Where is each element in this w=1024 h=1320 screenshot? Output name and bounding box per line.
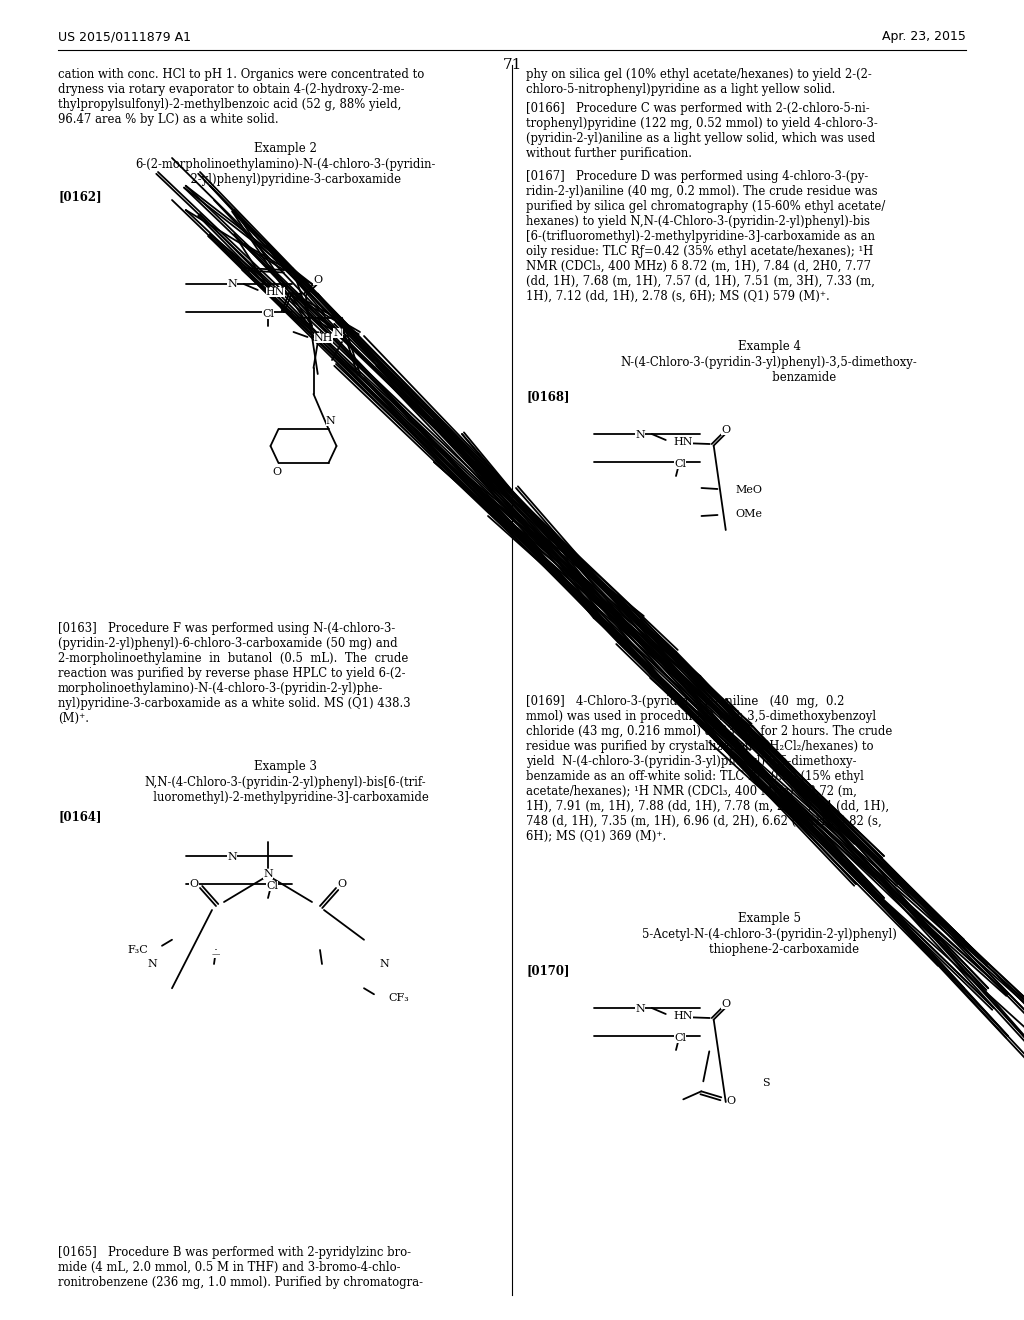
Text: N: N [147,960,157,969]
Text: [0168]: [0168] [526,389,569,403]
Text: O: O [313,275,323,285]
Text: Cl: Cl [262,309,274,319]
Text: S: S [763,1077,770,1088]
Text: N: N [635,1005,645,1014]
Text: O: O [727,1097,736,1106]
Text: HN: HN [674,437,693,447]
Text: OMe: OMe [735,510,763,519]
Text: N: N [326,416,336,426]
Text: O: O [189,879,199,888]
Text: N,N-(4-Chloro-3-(pyridin-2-yl)phenyl)-bis[6-(trif-
   luoromethyl)-2-methylpyrid: N,N-(4-Chloro-3-(pyridin-2-yl)phenyl)-bi… [141,776,428,804]
Text: [0163]   Procedure F was performed using N-(4-chloro-3-
(pyridin-2-yl)phenyl)-6-: [0163] Procedure F was performed using N… [58,622,411,725]
Text: [0170]: [0170] [526,964,569,977]
Text: N-(4-Chloro-3-(pyridin-3-yl)phenyl)-3,5-dimethoxy-
                   benzamide: N-(4-Chloro-3-(pyridin-3-yl)phenyl)-3,5-… [621,356,918,384]
Text: NH: NH [313,333,333,343]
Text: Cl: Cl [674,459,686,469]
Text: [0169]   4-Chloro-3-(pyridin-2-yl)aniline   (40  mg,  0.2
mmol) was used in proc: [0169] 4-Chloro-3-(pyridin-2-yl)aniline … [526,696,892,843]
Text: [0164]: [0164] [58,810,101,822]
Text: Example 4: Example 4 [737,341,801,352]
Text: US 2015/0111879 A1: US 2015/0111879 A1 [58,30,191,44]
Text: O: O [721,999,730,1008]
Text: O: O [338,879,346,888]
Text: Cl: Cl [266,880,278,891]
Text: Cl: Cl [674,1034,686,1043]
Text: [0167]   Procedure D was performed using 4-chloro-3-(py-
ridin-2-yl)aniline (40 : [0167] Procedure D was performed using 4… [526,170,886,304]
Text: —: — [212,950,220,958]
Text: Apr. 23, 2015: Apr. 23, 2015 [882,30,966,44]
Text: MeO: MeO [735,484,763,495]
Text: N: N [227,279,238,289]
Text: HN: HN [674,1011,693,1020]
Text: N: N [379,960,389,969]
Text: CF₃: CF₃ [388,993,409,1003]
Text: 5-Acetyl-N-(4-chloro-3-(pyridin-2-yl)phenyl)
        thiophene-2-carboxamide: 5-Acetyl-N-(4-chloro-3-(pyridin-2-yl)phe… [642,928,896,956]
Text: N: N [635,430,645,440]
Text: Example 2: Example 2 [254,143,316,154]
Text: N: N [263,869,272,879]
Text: O: O [272,467,281,477]
Text: 71: 71 [503,58,521,73]
Text: cation with conc. HCl to pH 1. Organics were concentrated to
dryness via rotary : cation with conc. HCl to pH 1. Organics … [58,69,424,125]
Text: HN: HN [266,286,286,297]
Text: N: N [227,851,238,862]
Text: phy on silica gel (10% ethyl acetate/hexanes) to yield 2-(2-
chloro-5-nitropheny: phy on silica gel (10% ethyl acetate/hex… [526,69,871,96]
Text: Example 3: Example 3 [254,760,316,774]
Text: [0166]   Procedure C was performed with 2-(2-chloro-5-ni-
trophenyl)pyridine (12: [0166] Procedure C was performed with 2-… [526,102,878,160]
Text: F₃C: F₃C [127,945,148,954]
Text: [0165]   Procedure B was performed with 2-pyridylzinc bro-
mide (4 mL, 2.0 mmol,: [0165] Procedure B was performed with 2-… [58,1246,423,1290]
Text: Example 5: Example 5 [737,912,801,925]
Text: 6-(2-morpholinoethylamino)-N-(4-chloro-3-(pyridin-
      2-yl)phenyl)pyridine-3-: 6-(2-morpholinoethylamino)-N-(4-chloro-3… [135,158,435,186]
Text: N: N [333,327,343,338]
Text: [0162]: [0162] [58,190,101,203]
Text: O: O [721,425,730,436]
